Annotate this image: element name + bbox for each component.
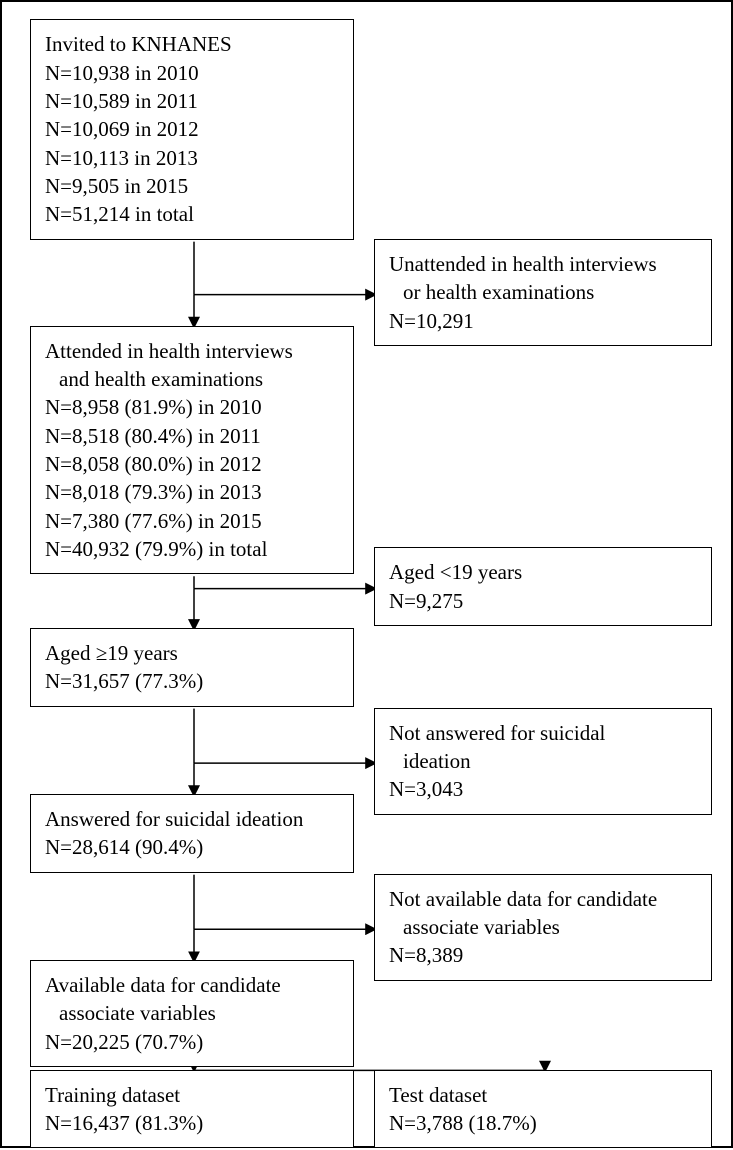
node-invited-line-3: N=10,069 in 2012 — [45, 115, 339, 143]
node-test-line-1: N=3,788 (18.7%) — [389, 1109, 697, 1137]
node-attended-line-2: N=8,958 (81.9%) in 2010 — [45, 393, 339, 421]
node-available: Available data for candidate associate v… — [30, 960, 354, 1067]
node-aged_lt19: Aged <19 yearsN=9,275 — [374, 547, 712, 626]
node-aged_ge19-line-1: N=31,657 (77.3%) — [45, 667, 339, 695]
node-not_answered-line-2: N=3,043 — [389, 775, 697, 803]
node-not_available-line-1: associate variables — [389, 913, 697, 941]
node-unattended: Unattended in health interviews or healt… — [374, 239, 712, 346]
node-answered-line-0: Answered for suicidal ideation — [45, 805, 339, 833]
node-available-line-2: N=20,225 (70.7%) — [45, 1028, 339, 1056]
node-available-line-1: associate variables — [45, 999, 339, 1027]
node-not_answered-line-0: Not answered for suicidal — [389, 719, 697, 747]
node-invited: Invited to KNHANESN=10,938 in 2010N=10,5… — [30, 19, 354, 239]
node-aged_ge19: Aged ≥19 yearsN=31,657 (77.3%) — [30, 628, 354, 707]
node-invited-line-1: N=10,938 in 2010 — [45, 59, 339, 87]
node-aged_lt19-line-1: N=9,275 — [389, 587, 697, 615]
node-not_available-line-0: Not available data for candidate — [389, 885, 697, 913]
node-not_answered-line-1: ideation — [389, 747, 697, 775]
node-unattended-line-2: N=10,291 — [389, 307, 697, 335]
node-answered: Answered for suicidal ideationN=28,614 (… — [30, 794, 354, 873]
node-not_available-line-2: N=8,389 — [389, 941, 697, 969]
node-invited-line-2: N=10,589 in 2011 — [45, 87, 339, 115]
node-unattended-line-1: or health examinations — [389, 278, 697, 306]
node-training: Training datasetN=16,437 (81.3%) — [30, 1070, 354, 1149]
node-attended: Attended in health interviews and health… — [30, 326, 354, 575]
node-aged_lt19-line-0: Aged <19 years — [389, 558, 697, 586]
node-training-line-1: N=16,437 (81.3%) — [45, 1109, 339, 1137]
node-attended-line-7: N=40,932 (79.9%) in total — [45, 535, 339, 563]
node-not_answered: Not answered for suicidal ideationN=3,04… — [374, 708, 712, 815]
flowchart-frame: Invited to KNHANESN=10,938 in 2010N=10,5… — [0, 0, 733, 1148]
node-training-line-0: Training dataset — [45, 1081, 339, 1109]
node-aged_ge19-line-0: Aged ≥19 years — [45, 639, 339, 667]
node-not_available: Not available data for candidate associa… — [374, 874, 712, 981]
node-attended-line-0: Attended in health interviews — [45, 337, 339, 365]
node-attended-line-5: N=8,018 (79.3%) in 2013 — [45, 478, 339, 506]
node-test-line-0: Test dataset — [389, 1081, 697, 1109]
node-attended-line-4: N=8,058 (80.0%) in 2012 — [45, 450, 339, 478]
node-answered-line-1: N=28,614 (90.4%) — [45, 833, 339, 861]
node-invited-line-5: N=9,505 in 2015 — [45, 172, 339, 200]
node-invited-line-6: N=51,214 in total — [45, 200, 339, 228]
node-attended-line-1: and health examinations — [45, 365, 339, 393]
node-unattended-line-0: Unattended in health interviews — [389, 250, 697, 278]
node-test: Test datasetN=3,788 (18.7%) — [374, 1070, 712, 1149]
node-attended-line-3: N=8,518 (80.4%) in 2011 — [45, 422, 339, 450]
node-attended-line-6: N=7,380 (77.6%) in 2015 — [45, 507, 339, 535]
node-invited-line-4: N=10,113 in 2013 — [45, 144, 339, 172]
node-invited-line-0: Invited to KNHANES — [45, 30, 339, 58]
node-available-line-0: Available data for candidate — [45, 971, 339, 999]
